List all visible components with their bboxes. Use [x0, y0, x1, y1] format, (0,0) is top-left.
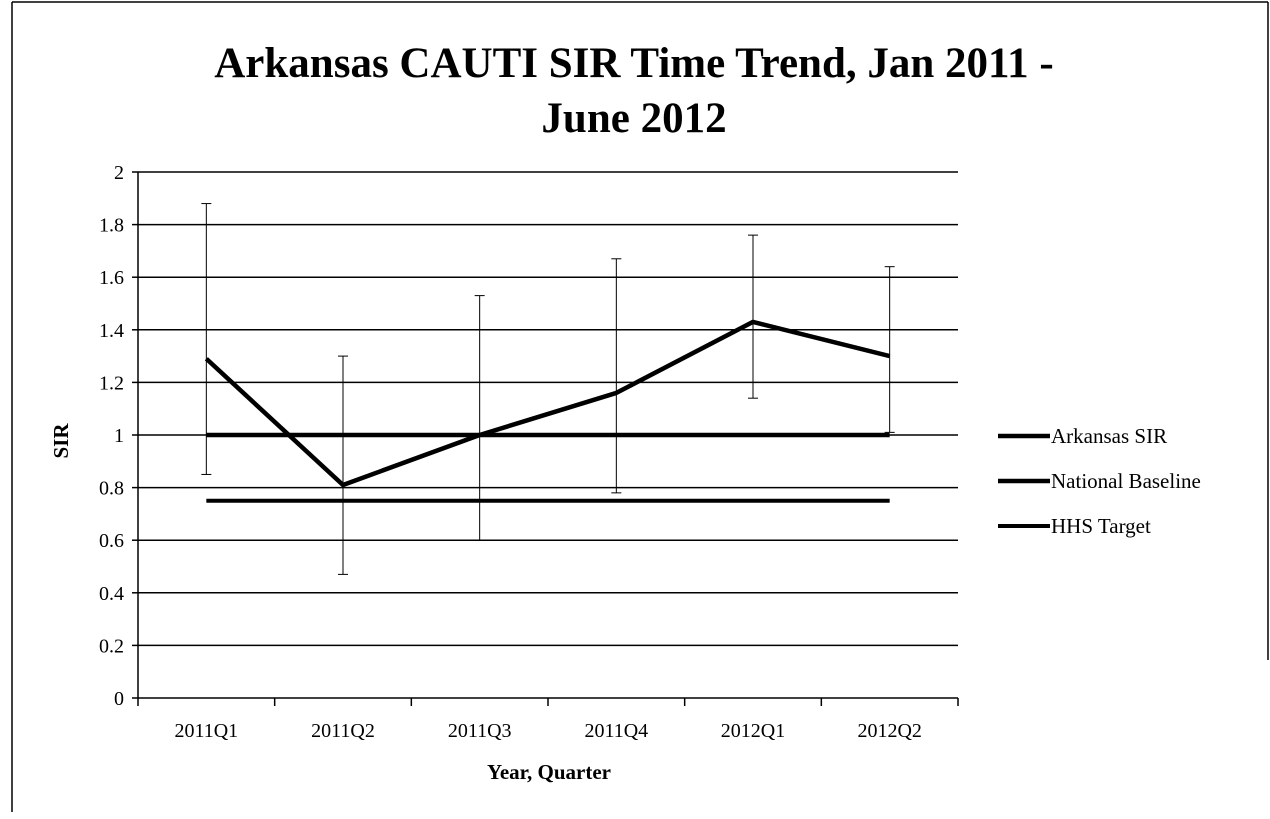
- legend: Arkansas SIR National Baseline HHS Target: [998, 424, 1201, 538]
- legend-label: National Baseline: [1051, 469, 1201, 493]
- error-bars: [201, 203, 895, 575]
- x-tick-label: 2011Q2: [311, 720, 375, 742]
- x-tick-label: 2011Q4: [584, 720, 648, 742]
- chart-title-line-2: June 2012: [541, 95, 726, 142]
- x-tick-label: 2012Q1: [721, 720, 785, 742]
- y-tick-labels: 0 0.2 0.4 0.6 0.8 1 1.2 1.4 1.6 1.8 2: [99, 162, 124, 710]
- x-tick-label: 2012Q2: [857, 720, 921, 742]
- y-tick-label: 1: [114, 425, 124, 447]
- x-tick-label: 2011Q1: [174, 720, 238, 742]
- y-tick-label: 0.6: [99, 530, 124, 552]
- y-tick-label: 0.8: [99, 478, 124, 500]
- gridlines: [138, 171, 958, 647]
- y-tick-label: 0.4: [99, 583, 124, 605]
- legend-label: Arkansas SIR: [1051, 424, 1167, 448]
- legend-label: HHS Target: [1051, 514, 1151, 538]
- series: [204, 319, 891, 503]
- y-tick-label: 2: [114, 162, 124, 184]
- chart-title-line-1: Arkansas CAUTI SIR Time Trend, Jan 2011 …: [214, 40, 1054, 87]
- y-tick-label: 1.4: [99, 320, 124, 342]
- y-tick-label: 1.6: [99, 267, 124, 289]
- y-tick-label: 0.2: [99, 635, 124, 657]
- x-tick-label: 2011Q3: [448, 720, 512, 742]
- x-axis-title: Year, Quarter: [487, 760, 611, 784]
- x-tick-labels: 2011Q1 2011Q2 2011Q3 2011Q4 2012Q1 2012Q2: [174, 720, 921, 742]
- y-tick-label: 0: [114, 688, 124, 710]
- y-axis-title: SIR: [49, 423, 73, 459]
- series-line-arkansas-sir: [204, 319, 891, 488]
- y-tick-label: 1.2: [99, 372, 124, 394]
- y-tick-label: 1.8: [99, 215, 124, 237]
- axes: [132, 171, 959, 706]
